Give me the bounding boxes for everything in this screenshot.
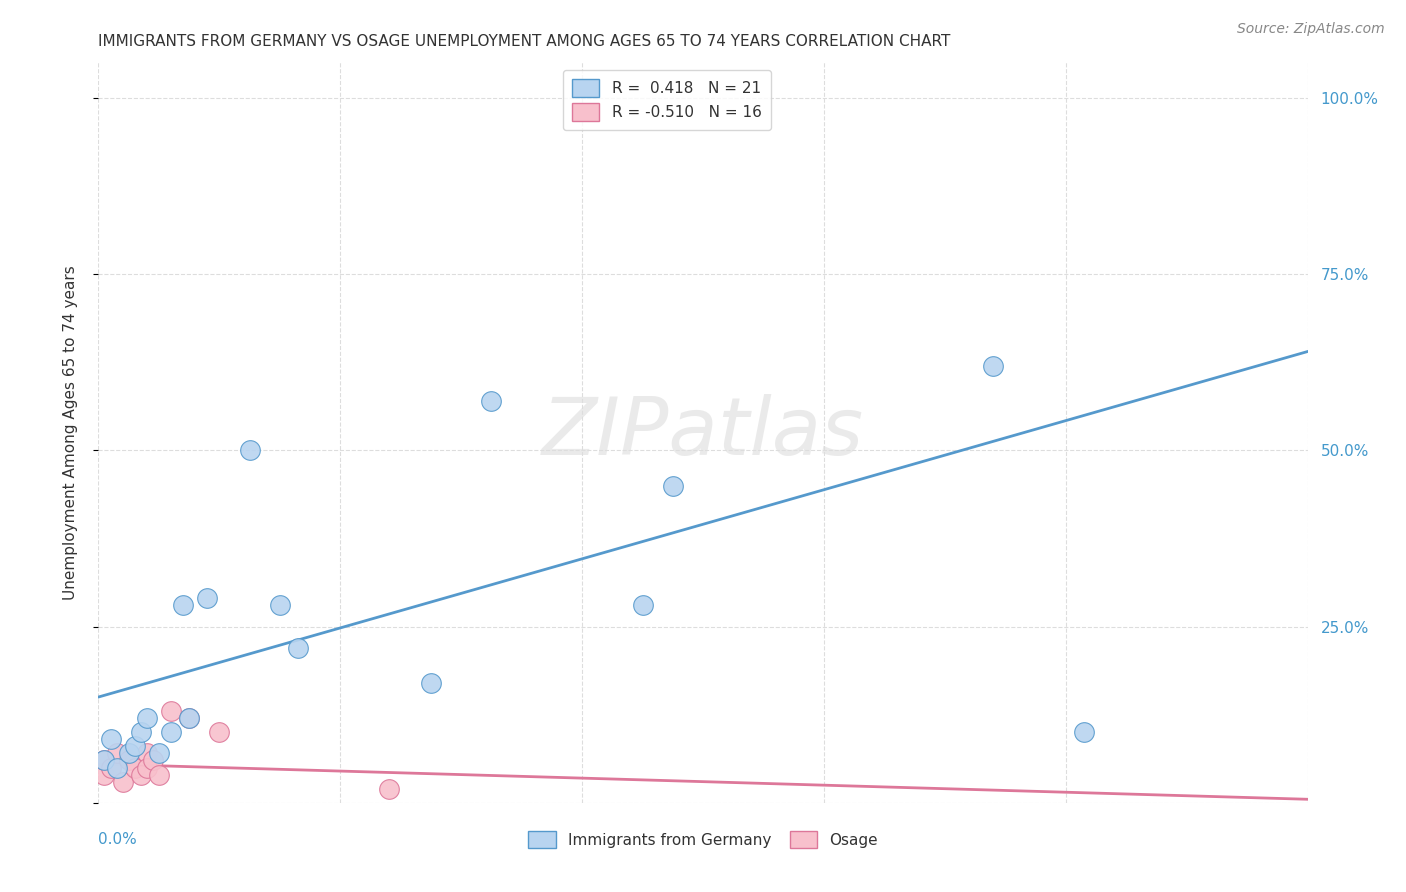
Point xyxy=(135,711,157,725)
Point xyxy=(661,478,683,492)
Legend: Immigrants from Germany, Osage: Immigrants from Germany, Osage xyxy=(522,824,884,855)
Point xyxy=(160,704,183,718)
Point xyxy=(239,443,262,458)
Point xyxy=(172,599,194,613)
Point xyxy=(118,754,141,768)
Point xyxy=(481,393,503,408)
Point xyxy=(129,725,152,739)
Text: ZIPatlas: ZIPatlas xyxy=(541,393,865,472)
Point xyxy=(148,767,170,781)
Point xyxy=(179,711,201,725)
Point xyxy=(135,747,157,761)
Point xyxy=(100,732,122,747)
Point xyxy=(100,760,122,774)
Point xyxy=(631,599,654,613)
Text: IMMIGRANTS FROM GERMANY VS OSAGE UNEMPLOYMENT AMONG AGES 65 TO 74 YEARS CORRELAT: IMMIGRANTS FROM GERMANY VS OSAGE UNEMPLO… xyxy=(98,34,950,49)
Point xyxy=(93,754,115,768)
Point xyxy=(195,591,218,606)
Point xyxy=(420,676,443,690)
Point xyxy=(269,599,291,613)
Point xyxy=(124,760,146,774)
Point xyxy=(124,739,146,754)
Text: Source: ZipAtlas.com: Source: ZipAtlas.com xyxy=(1237,22,1385,37)
Point xyxy=(148,747,170,761)
Point xyxy=(377,781,399,796)
Point xyxy=(105,760,128,774)
Y-axis label: Unemployment Among Ages 65 to 74 years: Unemployment Among Ages 65 to 74 years xyxy=(63,265,77,600)
Point xyxy=(160,725,183,739)
Point xyxy=(287,640,309,655)
Point xyxy=(93,754,115,768)
Point xyxy=(142,754,165,768)
Point xyxy=(208,725,231,739)
Point xyxy=(105,747,128,761)
Text: 0.0%: 0.0% xyxy=(98,832,138,847)
Point xyxy=(111,774,134,789)
Point xyxy=(129,767,152,781)
Point xyxy=(981,359,1004,373)
Point xyxy=(118,747,141,761)
Point xyxy=(179,711,201,725)
Point xyxy=(1073,725,1095,739)
Point xyxy=(135,760,157,774)
Point xyxy=(93,767,115,781)
